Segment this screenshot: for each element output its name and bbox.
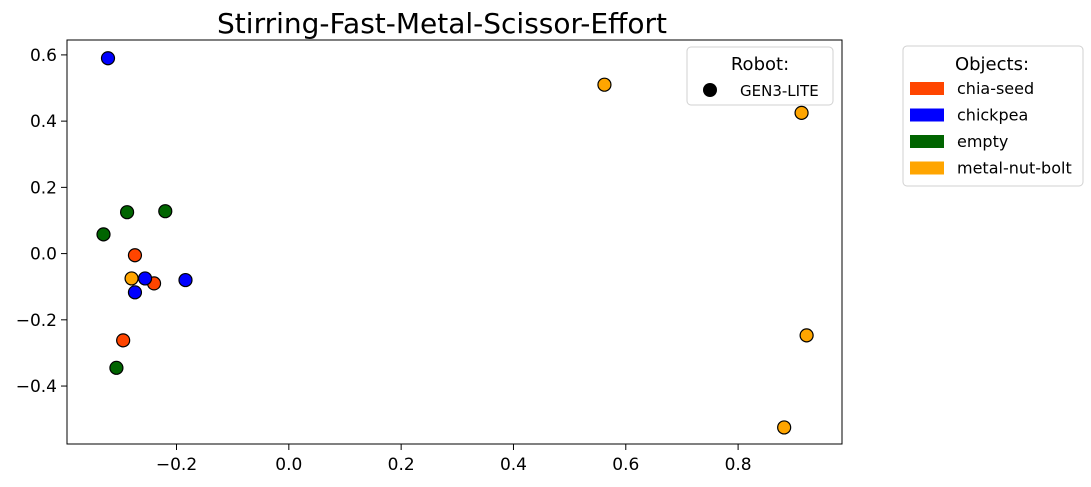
robot-legend: Robot: GEN3-LITE	[686, 46, 834, 106]
data-points	[96, 51, 814, 435]
plot-area	[66, 39, 843, 445]
data-point-empty	[158, 204, 173, 219]
objects-legend-title: Objects:	[955, 54, 1029, 75]
robot-legend-label: GEN3-LITE	[740, 82, 819, 100]
y-tick-label: 0.2	[30, 178, 57, 198]
robot-legend-box	[686, 46, 834, 106]
x-tick-label: 0.8	[725, 455, 752, 475]
robot-legend-title: Robot:	[731, 54, 789, 75]
y-tick-label: −0.4	[16, 377, 57, 397]
data-point-metal-nut-bolt	[794, 105, 809, 120]
legend-swatch-chickpea	[910, 108, 944, 122]
data-point-chickpea	[178, 272, 193, 288]
legend-label-empty: empty	[957, 132, 1008, 151]
y-tick-label: 0.4	[30, 112, 57, 132]
x-tick-label: 0.2	[388, 455, 415, 475]
data-point-chia-seed	[127, 248, 143, 263]
legend-swatch-metal-nut-bolt	[910, 161, 944, 175]
robot-legend-marker	[703, 83, 717, 97]
x-tick-label: 0.6	[612, 455, 639, 475]
legend-swatch-chia-seed	[910, 82, 944, 95]
data-point-empty	[109, 360, 124, 375]
x-tick-label: 0.4	[500, 455, 527, 475]
objects-legend: Objects: chia-seed chickpea empty metal-nut…	[902, 45, 1084, 187]
x-tick-label: 0.0	[275, 455, 302, 475]
legend-label-metal-nut-bolt: metal-nut-bolt	[957, 159, 1072, 178]
data-point-empty	[119, 205, 135, 220]
legend-label-chickpea: chickpea	[957, 106, 1028, 125]
data-point-metal-nut-bolt	[124, 271, 139, 286]
data-point-chickpea	[100, 51, 116, 66]
y-tick-label: 0.0	[30, 245, 57, 265]
data-point-metal-nut-bolt	[799, 328, 814, 343]
data-point-metal-nut-bolt	[597, 77, 612, 92]
data-point-metal-nut-bolt	[777, 420, 792, 435]
data-point-chickpea	[137, 271, 153, 286]
x-axis: −0.2 0.0 0.2 0.4 0.6 0.8	[156, 444, 752, 475]
data-point-chickpea	[127, 285, 143, 300]
chart-title: Stirring-Fast-Metal-Scissor-Effort	[217, 7, 667, 40]
objects-legend-box	[902, 45, 1084, 187]
data-point-empty	[96, 227, 111, 242]
y-tick-label: 0.6	[30, 46, 57, 66]
y-tick-label: −0.2	[16, 311, 57, 331]
y-axis: −0.4 −0.2 0.0 0.2 0.4 0.6	[16, 46, 67, 397]
legend-swatch-empty	[910, 135, 944, 148]
x-tick-label: −0.2	[156, 455, 197, 475]
legend-label-chia-seed: chia-seed	[957, 79, 1034, 98]
data-point-chia-seed	[116, 333, 131, 348]
